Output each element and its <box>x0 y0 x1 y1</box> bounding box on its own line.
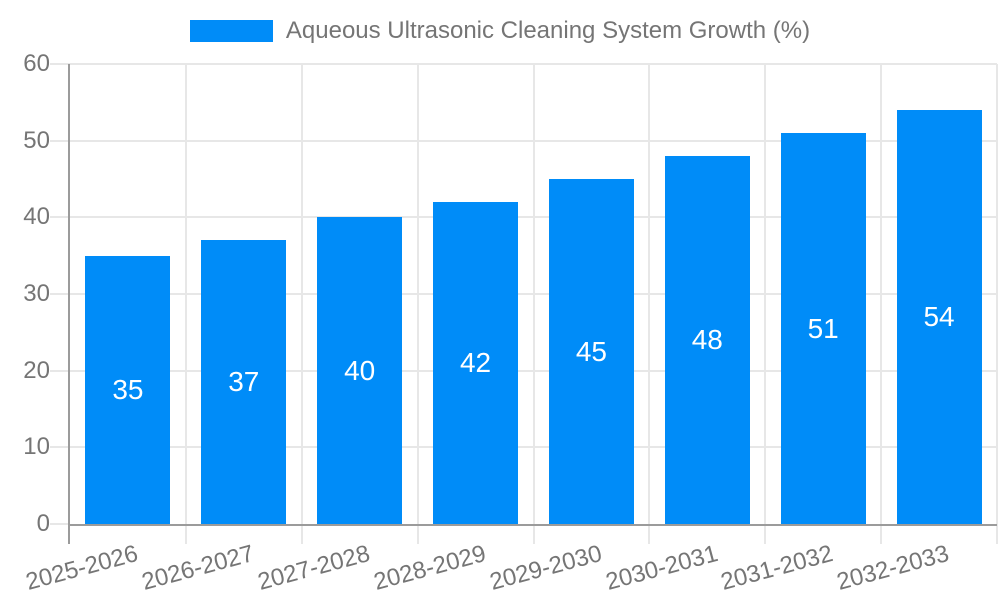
bar[interactable] <box>548 179 634 524</box>
bar-value-label: 54 <box>923 301 955 332</box>
x-axis-tick-label-text: 2025-2026 <box>23 540 141 596</box>
y-axis-tick-label: 0 <box>36 510 50 537</box>
y-axis-line <box>68 64 70 544</box>
x-axis-tick-label-text: 2028-2029 <box>370 540 489 596</box>
x-axis-tick-label-text: 2027-2028 <box>254 540 373 596</box>
bar-value-label: 37 <box>228 366 260 398</box>
x-gridline <box>184 64 187 544</box>
x-gridline <box>996 64 998 544</box>
y-axis-tick-label: 20 <box>23 356 50 384</box>
bar-value-label: 51 <box>807 312 839 344</box>
bar-value-label: 45 <box>575 335 608 367</box>
y-gridline <box>50 216 997 219</box>
x-gridline <box>764 64 767 544</box>
x-gridline <box>300 64 303 544</box>
y-gridline <box>50 446 997 449</box>
legend-series-label: Aqueous Ultrasonic Cleaning System Growt… <box>285 17 811 44</box>
bar-value-label: 35 <box>112 373 144 405</box>
y-axis-tick-label: 50 <box>23 126 50 154</box>
bar[interactable] <box>85 255 171 524</box>
bar[interactable] <box>317 217 403 524</box>
y-gridline <box>50 523 70 525</box>
y-gridline <box>50 369 997 372</box>
bar[interactable] <box>896 110 982 524</box>
bar-value-label: 40 <box>344 354 376 386</box>
y-axis-tick-label: 10 <box>23 433 50 461</box>
x-gridline <box>416 64 419 544</box>
bar-value-label: 48 <box>691 324 723 355</box>
y-gridline <box>50 293 997 295</box>
legend-swatch <box>189 20 273 42</box>
x-axis-tick-label-text: 2029-2030 <box>486 540 605 596</box>
x-gridline <box>532 64 535 544</box>
bar[interactable] <box>664 156 750 524</box>
y-gridline <box>50 139 997 142</box>
bar-value-label: 42 <box>459 347 492 378</box>
y-gridline <box>50 63 997 65</box>
x-axis-tick-label-text: 2026-2027 <box>138 540 257 596</box>
x-axis-tick-label-text: 2030-2031 <box>602 540 721 596</box>
bar[interactable] <box>433 202 519 524</box>
bar[interactable] <box>780 133 866 524</box>
x-axis-line <box>70 524 997 526</box>
x-axis-tick-label-text: 2032-2033 <box>834 540 953 596</box>
y-axis-tick-label: 40 <box>23 203 50 231</box>
bar[interactable] <box>201 240 287 524</box>
y-axis-tick-label: 30 <box>23 280 50 307</box>
x-axis-tick-label-text: 2031-2032 <box>718 540 837 596</box>
y-axis-tick-label: 60 <box>23 50 50 77</box>
chart-legend[interactable]: Aqueous Ultrasonic Cleaning System Growt… <box>0 16 1000 46</box>
x-gridline <box>880 64 883 544</box>
x-gridline <box>648 64 651 544</box>
